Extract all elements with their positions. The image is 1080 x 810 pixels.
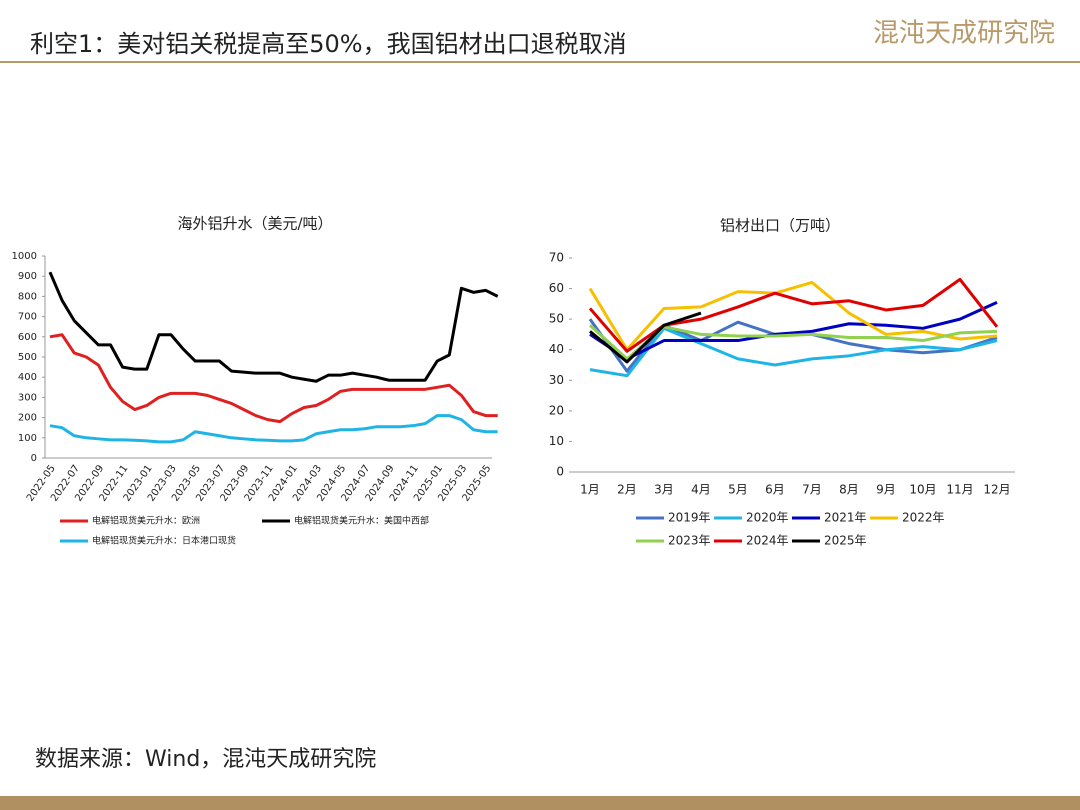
chart-title: 海外铝升水（美元/吨）	[177, 215, 332, 233]
y-tick-label: 60	[549, 281, 564, 295]
x-tick-label: 2月	[617, 483, 637, 497]
legend-label: 2019年	[668, 511, 711, 525]
legend-label: 2022年	[902, 511, 945, 525]
y-tick-label: 10	[549, 434, 564, 448]
x-tick-label: 3月	[654, 483, 674, 497]
series-line	[49, 333, 498, 424]
series-line	[589, 311, 702, 364]
legend-label: 电解铝现货美元升水：美国中西部	[294, 515, 429, 527]
y-tick-label: 700	[18, 312, 37, 323]
y-tick-label: 200	[18, 413, 37, 424]
y-tick-label: 1000	[12, 251, 37, 262]
y-tick-label: 100	[18, 433, 37, 444]
y-tick-label: 0	[31, 453, 37, 464]
legend-label: 2024年	[746, 534, 789, 548]
x-tick-label: 12月	[983, 483, 1010, 497]
y-tick-label: 70	[549, 251, 564, 265]
legend-label: 2020年	[746, 511, 789, 525]
chart-title: 铝材出口（万吨）	[720, 217, 840, 235]
y-tick-label: 50	[549, 312, 564, 326]
series-line	[49, 414, 498, 444]
x-tick-label: 1月	[580, 483, 600, 497]
legend-label: 2021年	[824, 511, 867, 525]
source: 数据来源：Wind，混沌天成研究院	[35, 747, 376, 772]
y-tick-label: 30	[549, 373, 564, 387]
logo: 混沌天成研究院	[873, 19, 1055, 49]
x-tick-label: 9月	[876, 483, 896, 497]
series-line	[589, 326, 998, 378]
footer-bar	[0, 796, 1080, 810]
slide-title: 利空1：美对铝关税提高至50%，我国铝材出口退税取消	[30, 30, 627, 58]
legend-label: 2025年	[824, 534, 867, 548]
y-tick-label: 800	[18, 291, 37, 302]
legend-label: 2023年	[668, 534, 711, 548]
series-line	[588, 280, 998, 352]
y-tick-label: 0	[556, 465, 564, 479]
y-tick-label: 40	[549, 342, 564, 356]
series-line	[48, 271, 499, 383]
y-tick-label: 900	[18, 271, 37, 282]
y-tick-label: 20	[549, 403, 564, 417]
x-tick-label: 8月	[839, 483, 859, 497]
x-tick-label: 11月	[946, 483, 973, 497]
series-line	[589, 300, 998, 361]
y-tick-label: 500	[18, 352, 37, 363]
y-tick-label: 600	[18, 332, 37, 343]
x-tick-label: 7月	[802, 483, 822, 497]
x-tick-label: 5月	[728, 483, 748, 497]
legend-label: 电解铝现货美元升水：欧洲	[92, 515, 200, 527]
y-tick-label: 300	[18, 392, 37, 403]
x-tick-label: 10月	[909, 483, 936, 497]
x-tick-label: 6月	[765, 483, 785, 497]
legend-label: 电解铝现货美元升水：日本港口现货	[92, 535, 236, 547]
x-tick-label: 4月	[691, 483, 711, 497]
y-tick-label: 400	[18, 372, 37, 383]
